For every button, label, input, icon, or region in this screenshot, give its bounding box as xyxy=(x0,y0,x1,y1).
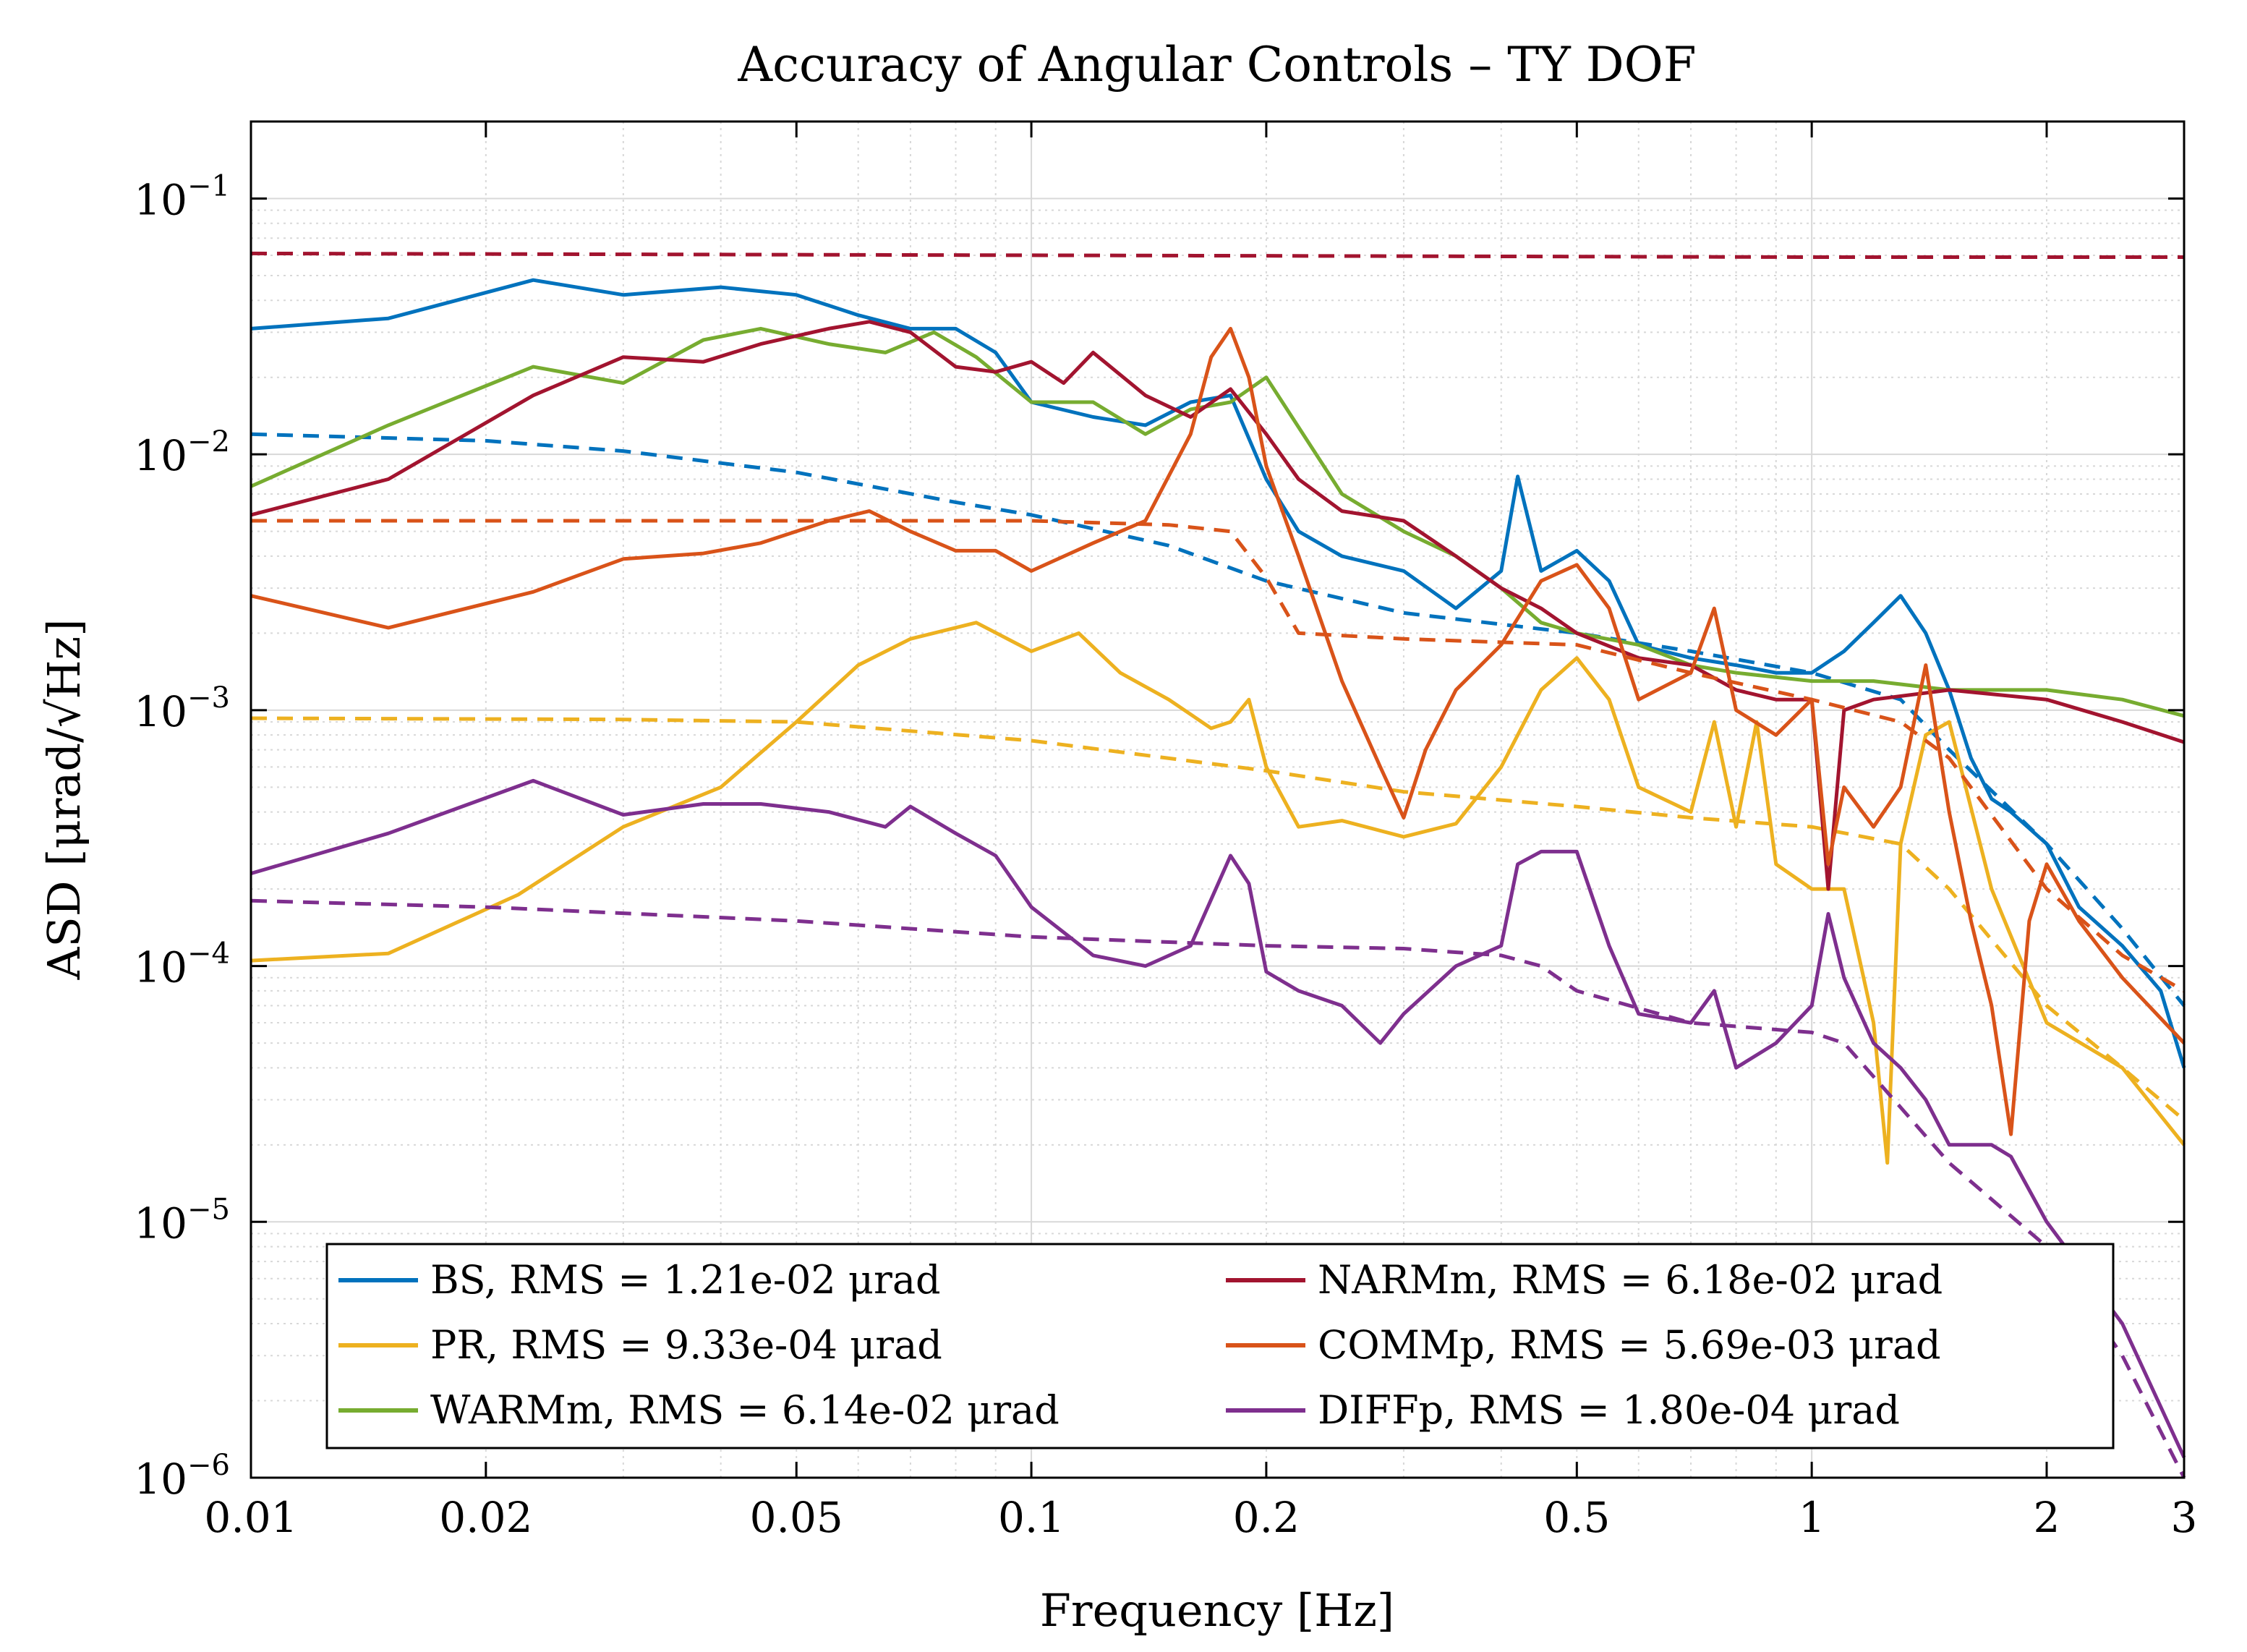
legend-box xyxy=(325,1243,2115,1449)
y-tick-label: 10−2 xyxy=(134,425,230,480)
series-line-bs-rms xyxy=(250,432,2186,1007)
legend-label: DIFFp, RMS = 1.80e-04 μrad xyxy=(1318,1387,1900,1433)
y-axis-label: ASD [μrad/√Hz] xyxy=(38,619,90,981)
x-tick-label: 0.02 xyxy=(439,1493,532,1542)
y-axis-ticks: 10−1 10−2 10−3 10−4 10−5 10−6 xyxy=(134,169,2184,1504)
series-line-diffp xyxy=(250,778,2186,1459)
series-line-bs xyxy=(250,278,2186,1069)
legend-label: PR, RMS = 9.33e-04 μrad xyxy=(430,1322,942,1368)
x-tick-label: 0.2 xyxy=(1233,1493,1300,1542)
series-line-narmm xyxy=(250,320,2185,891)
plot-area-frame xyxy=(250,120,2186,1479)
y-tick-label: 10−6 xyxy=(134,1449,230,1504)
x-axis-label: Frequency [Hz] xyxy=(1040,1584,1394,1637)
x-tick-label: 0.05 xyxy=(750,1493,843,1542)
chart-title: Accuracy of Angular Controls – TY DOF xyxy=(737,37,1696,93)
series-layer xyxy=(250,251,2186,1479)
series-line-commp-rms xyxy=(251,519,2186,993)
series-line-pr-rms xyxy=(250,716,2186,1122)
legend-label: WARMm, RMS = 6.14e-02 μrad xyxy=(430,1387,1059,1433)
legend: BS, RMS = 1.21e-02 μrad PR, RMS = 9.33e-0… xyxy=(325,1243,2115,1449)
x-tick-label: 2 xyxy=(2034,1493,2060,1542)
series-line-narmm-rms xyxy=(250,251,2184,259)
x-tick-label: 0.1 xyxy=(998,1493,1065,1542)
x-axis-ticks: 0.01 0.02 0.05 0.1 0.2 0.5 1 2 3 xyxy=(204,122,2197,1542)
series-line-commp xyxy=(250,326,2186,1136)
legend-label: NARMm, RMS = 6.18e-02 μrad xyxy=(1318,1257,1943,1303)
legend-label: BS, RMS = 1.21e-02 μrad xyxy=(430,1257,941,1303)
x-tick-label: 0.01 xyxy=(204,1493,297,1542)
x-tick-label: 3 xyxy=(2171,1493,2198,1542)
legend-label: COMMp, RMS = 5.69e-03 μrad xyxy=(1318,1322,1941,1368)
x-tick-label: 1 xyxy=(1799,1493,1825,1542)
y-tick-label: 10−3 xyxy=(134,681,230,736)
series-line-pr xyxy=(250,621,2186,1165)
y-tick-label: 10−4 xyxy=(134,937,230,992)
y-tick-label: 10−1 xyxy=(134,169,230,224)
y-tick-label: 10−5 xyxy=(134,1193,230,1248)
series-line-warmm xyxy=(250,326,2185,718)
series-line-diffp-rms xyxy=(250,898,2186,1479)
x-tick-label: 0.5 xyxy=(1543,1493,1610,1542)
